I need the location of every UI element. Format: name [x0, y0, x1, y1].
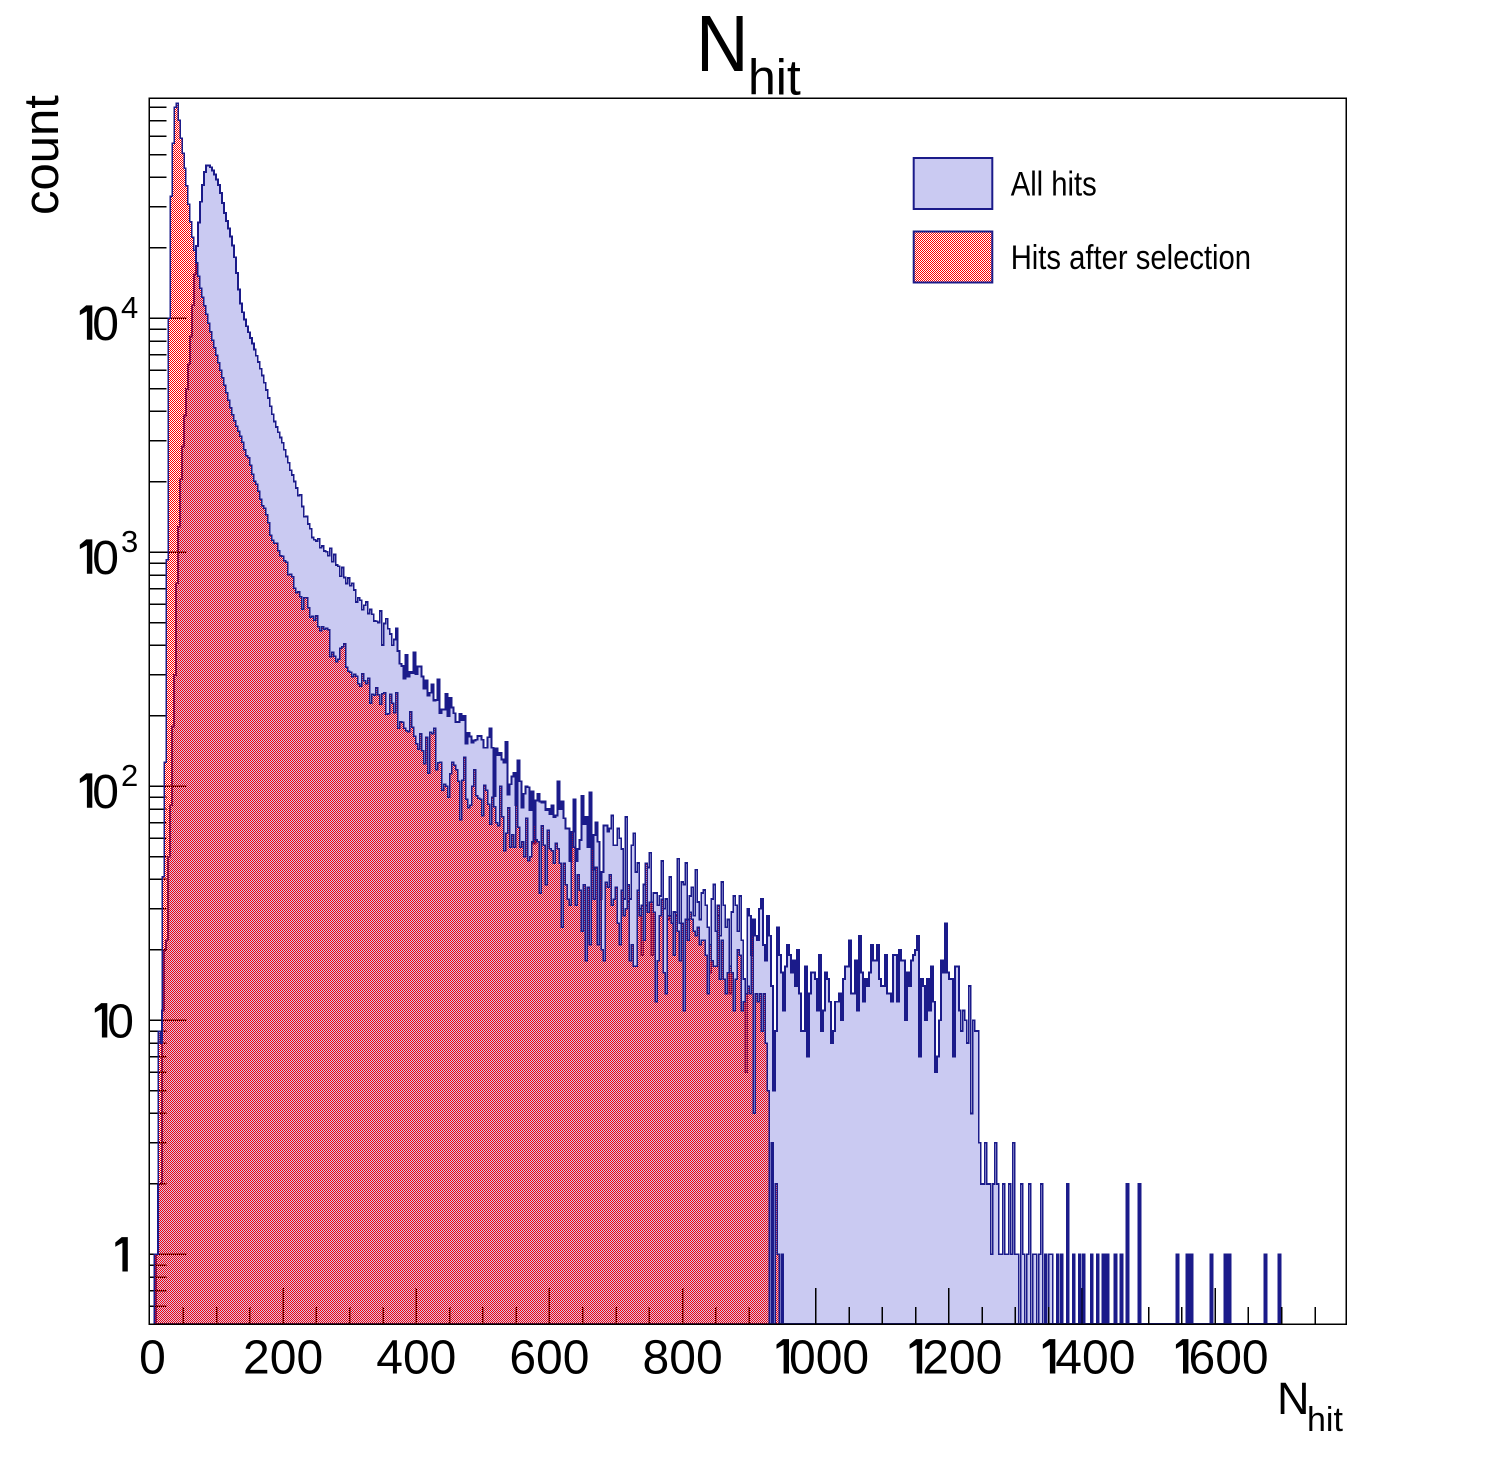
svg-text:N: N [696, 0, 749, 89]
svg-text:3: 3 [121, 524, 138, 559]
svg-text:2: 2 [121, 758, 138, 793]
svg-text:4: 4 [121, 290, 138, 325]
svg-text:hit: hit [748, 49, 801, 105]
svg-text:count: count [15, 95, 69, 215]
svg-text:400: 400 [376, 1332, 456, 1385]
svg-text:0: 0 [92, 298, 119, 351]
svg-text:0: 0 [92, 766, 119, 819]
svg-text:0: 0 [92, 532, 119, 585]
svg-text:000: 000 [789, 1332, 869, 1385]
svg-text:0: 0 [139, 1332, 166, 1385]
svg-text:600: 600 [1189, 1332, 1269, 1385]
svg-text:0: 0 [107, 996, 134, 1049]
svg-text:hit: hit [1307, 1401, 1343, 1439]
svg-text:800: 800 [643, 1332, 723, 1385]
svg-text:N: N [1277, 1373, 1310, 1424]
svg-text:200: 200 [922, 1332, 1002, 1385]
svg-text:200: 200 [243, 1332, 323, 1385]
svg-text:All hits: All hits [1011, 165, 1097, 204]
svg-text:600: 600 [509, 1332, 589, 1385]
svg-text:Hits after selection: Hits after selection [1011, 238, 1251, 277]
svg-text:400: 400 [1055, 1332, 1135, 1385]
